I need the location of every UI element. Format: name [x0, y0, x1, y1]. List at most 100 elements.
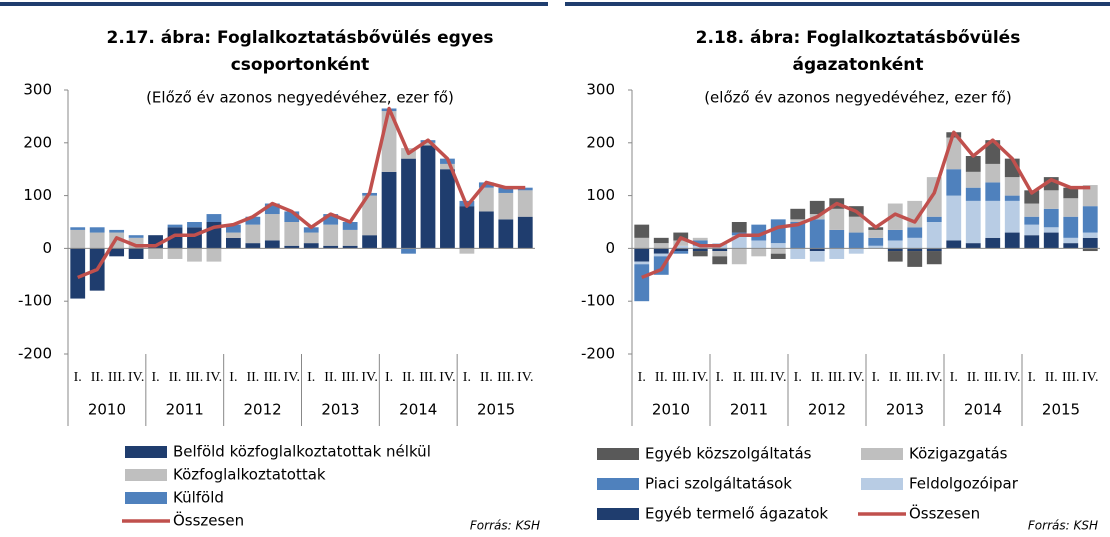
bar: [401, 158, 416, 249]
x-tick-label: I.: [950, 370, 958, 385]
chart-title: 2.17. ábra: Foglalkoztatásbővülés egyes: [106, 28, 493, 48]
bar: [692, 240, 708, 246]
top-rule: [0, 2, 548, 6]
bar: [907, 251, 923, 267]
bar: [245, 224, 261, 244]
bar: [284, 222, 300, 246]
y-tick-label: -100: [18, 292, 52, 310]
bar: [167, 224, 183, 228]
bar: [226, 237, 241, 249]
legend-swatch: [125, 446, 167, 458]
x-tick-label: II.: [169, 370, 182, 385]
group-label: 2015: [477, 401, 515, 419]
bar: [1004, 195, 1020, 201]
bar: [731, 222, 747, 233]
bar: [926, 216, 942, 222]
bar: [790, 208, 806, 220]
y-tick-label: 100: [586, 186, 615, 204]
bar: [226, 232, 241, 238]
legend-label: Piaci szolgáltatások: [645, 475, 792, 493]
x-tick-label: I.: [638, 370, 646, 385]
bar: [907, 237, 923, 249]
bar: [829, 229, 845, 249]
bar: [692, 248, 708, 252]
legend-label: Egyéb közszolgáltatás: [645, 445, 812, 463]
bar: [692, 251, 708, 257]
bar: [673, 245, 689, 249]
chart-subtitle: (előző év azonos negyedévéhez, ezer fő): [704, 89, 1012, 107]
bar: [70, 227, 86, 230]
legend-label: Összesen: [909, 504, 980, 523]
legend-label: Közigazgatás: [909, 445, 1008, 463]
bar: [653, 237, 669, 244]
bar: [887, 251, 903, 262]
y-tick-label: 300: [586, 81, 615, 99]
bar: [673, 251, 689, 254]
x-tick-label: III.: [419, 370, 437, 385]
bar: [965, 156, 981, 172]
x-tick-label: I.: [794, 370, 802, 385]
x-tick-label: III.: [186, 370, 204, 385]
bar: [673, 248, 689, 252]
bar: [965, 200, 981, 244]
x-tick-label: IV.: [770, 370, 786, 385]
x-tick-label: III.: [264, 370, 282, 385]
group-label: 2011: [730, 401, 768, 419]
x-tick-label: II.: [733, 370, 746, 385]
bar: [303, 243, 319, 249]
bar: [362, 235, 377, 249]
bar: [148, 248, 163, 259]
bar: [498, 187, 514, 193]
x-tick-label: I.: [463, 370, 471, 385]
bar: [206, 214, 222, 222]
bar: [848, 232, 864, 249]
bar: [887, 248, 903, 252]
x-tick-label: III.: [497, 370, 515, 385]
bar: [653, 243, 669, 249]
bar: [478, 187, 494, 212]
bar: [187, 227, 202, 249]
x-tick-label: II.: [1045, 370, 1058, 385]
bar: [167, 227, 183, 249]
bar: [1082, 206, 1098, 233]
chart-title: 2.18. ábra: Foglalkoztatásbővülés: [696, 28, 1021, 48]
x-tick-label: I.: [385, 370, 393, 385]
bar: [128, 237, 144, 249]
bar: [946, 169, 962, 196]
bar: [926, 177, 942, 217]
bar: [712, 251, 728, 257]
bar: [478, 211, 494, 249]
x-tick-label: IV.: [439, 370, 455, 385]
bar: [1024, 224, 1040, 236]
group-label: 2014: [399, 401, 437, 419]
bar: [965, 171, 981, 188]
x-tick-label: I.: [307, 370, 315, 385]
bar: [946, 195, 962, 241]
bar: [245, 216, 261, 225]
x-tick-label: II.: [246, 370, 259, 385]
bar: [653, 253, 669, 257]
bar: [459, 248, 475, 254]
bar: [342, 229, 358, 246]
bar: [284, 211, 300, 222]
legend-swatch: [597, 508, 639, 520]
chart-title: ágazatonként: [793, 55, 924, 75]
bar: [653, 248, 669, 254]
legend-label: Belföld közfoglalkoztatottak nélkül: [173, 443, 431, 461]
bar: [887, 203, 903, 230]
x-tick-label: II.: [402, 370, 415, 385]
bar: [926, 222, 942, 249]
x-tick-label: IV.: [206, 370, 222, 385]
bar: [1024, 235, 1040, 249]
x-tick-label: IV.: [284, 370, 300, 385]
bar: [848, 248, 864, 254]
legend-swatch: [125, 469, 167, 481]
bar: [303, 232, 319, 244]
x-tick-label: III.: [341, 370, 359, 385]
bar: [323, 245, 339, 249]
legend-label: Összesen: [173, 511, 244, 530]
x-tick-label: II.: [324, 370, 337, 385]
bar: [634, 264, 650, 302]
x-tick-label: IV.: [517, 370, 533, 385]
bar: [868, 229, 884, 238]
